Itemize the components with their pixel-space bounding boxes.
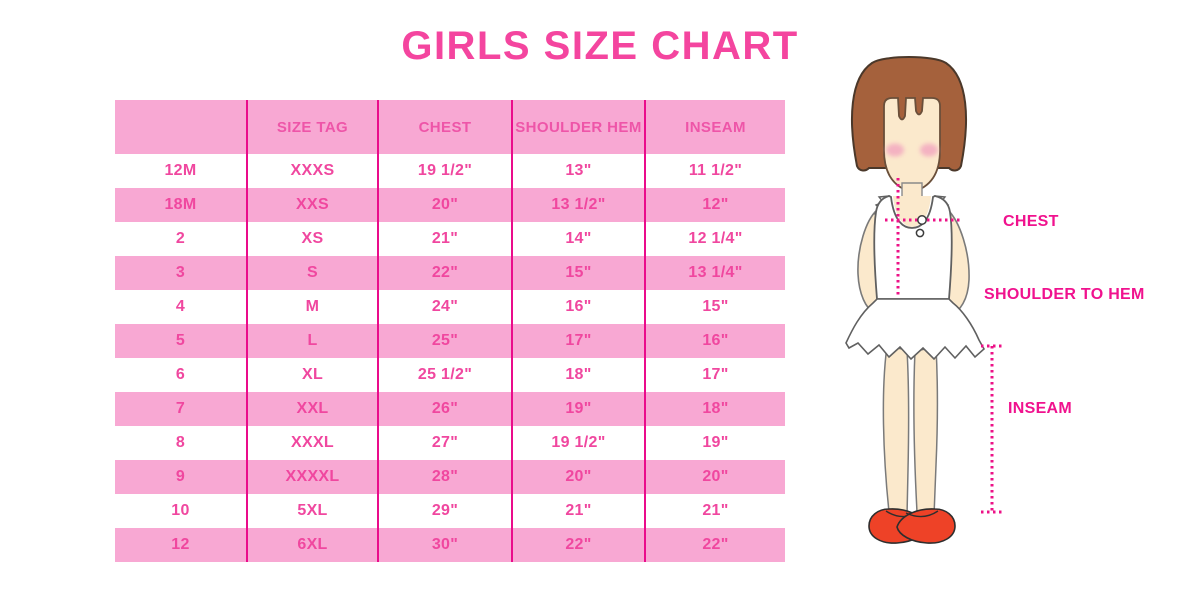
table-cell: 6XL: [246, 528, 378, 562]
girl-measurement-figure: CHEST SHOULDER TO HEM INSEAM: [845, 56, 1145, 544]
table-cell: 17": [511, 324, 645, 358]
girl-top-button-2: [915, 228, 925, 238]
table-cell: S: [246, 256, 378, 290]
girl-right-shoe: [896, 508, 956, 544]
table-cell: 25 1/2": [377, 358, 512, 392]
table-cell: 28": [377, 460, 512, 494]
table-cell: 19": [511, 392, 645, 426]
table-cell: XXXS: [246, 154, 378, 188]
table-row: 6 XL 25 1/2" 18" 17": [115, 358, 785, 392]
table-cell: 26": [377, 392, 512, 426]
table-row: 8 XXXL 27" 19 1/2" 19": [115, 426, 785, 460]
table-row: 18M XXS 20" 13 1/2" 12": [115, 188, 785, 222]
table-cell: 10: [171, 502, 190, 519]
table-row: 4 M 24" 16" 15": [115, 290, 785, 324]
table-cell: 18M: [164, 196, 197, 213]
page-title: GIRLS SIZE CHART: [401, 24, 799, 68]
shoulder-to-hem-label: SHOULDER TO HEM: [984, 286, 1145, 303]
table-cell: 22": [644, 528, 785, 562]
table-cell: XXXL: [246, 426, 378, 460]
table-cell: M: [246, 290, 378, 324]
table-cell: 30": [377, 528, 512, 562]
table-cell: 12": [644, 188, 785, 222]
table-cell: 14": [511, 222, 645, 256]
table-cell: 20": [511, 460, 645, 494]
table-cell: 22": [377, 256, 512, 290]
table-cell: 18": [511, 358, 645, 392]
table-cell: 25": [377, 324, 512, 358]
column-header-shoulder-hem: SHOULDER HEM: [511, 100, 645, 154]
table-cell: XL: [246, 358, 378, 392]
table-row: 10 5XL 29" 21" 21": [115, 494, 785, 528]
table-cell: 22": [511, 528, 645, 562]
table-cell: 5XL: [246, 494, 378, 528]
girl-blush-left: [886, 143, 904, 157]
table-row: 3 S 22" 15" 13 1/4": [115, 256, 785, 290]
table-cell: 13 1/4": [644, 256, 785, 290]
girl-blush-right: [920, 143, 938, 157]
table-row: 7 XXL 26" 19" 18": [115, 392, 785, 426]
table-cell: 19": [644, 426, 785, 460]
table-cell: L: [246, 324, 378, 358]
table-row: 12M XXXS 19 1/2" 13" 11 1/2": [115, 154, 785, 188]
table-header: SIZE TAG CHEST SHOULDER HEM INSEAM: [115, 100, 785, 154]
table-cell: 20": [644, 460, 785, 494]
table-cell: 17": [644, 358, 785, 392]
table-cell: 6: [175, 366, 186, 383]
table-cell: XXL: [246, 392, 378, 426]
column-header-size: [115, 100, 247, 154]
inseam-label: INSEAM: [1008, 400, 1072, 417]
size-table-body: 12M XXXS 19 1/2" 13" 11 1/2" 18M XXS 20" 13 1/2"…: [115, 154, 785, 562]
table-row: 5 L 25" 17" 16": [115, 324, 785, 358]
table-cell: 16": [511, 290, 645, 324]
table-cell: 29": [377, 494, 512, 528]
table-row: 12 6XL 30" 22" 22": [115, 528, 785, 562]
table-header-row: SIZE TAG CHEST SHOULDER HEM INSEAM: [115, 100, 785, 154]
table-cell: 13": [511, 154, 645, 188]
table-cell: 15": [644, 290, 785, 324]
table-cell: 19 1/2": [511, 426, 645, 460]
table-cell: 19 1/2": [377, 154, 512, 188]
girl-right-leg: [913, 346, 939, 517]
table-row: 9 XXXXL 28" 20" 20": [115, 460, 785, 494]
table-row: 2 XS 21" 14" 12 1/4": [115, 222, 785, 256]
table-cell: 7: [175, 400, 186, 417]
girl-top-button-1: [917, 215, 927, 225]
girl-left-leg: [882, 345, 910, 517]
table-cell: 16": [644, 324, 785, 358]
table-cell: XXS: [246, 188, 378, 222]
column-header-inseam: INSEAM: [644, 100, 785, 154]
table-cell: 15": [511, 256, 645, 290]
table-cell: 12: [171, 536, 190, 553]
table-cell: 12M: [164, 162, 197, 179]
table-cell: 21": [377, 222, 512, 256]
table-cell: 11 1/2": [644, 154, 785, 188]
table-cell: 5: [175, 332, 186, 349]
table-cell: 20": [377, 188, 512, 222]
table-cell: 18": [644, 392, 785, 426]
table-cell: 21": [511, 494, 645, 528]
table-cell: 27": [377, 426, 512, 460]
girl-right-shoe-strap: [905, 510, 939, 518]
girl-skirt: [845, 298, 986, 361]
table-cell: 3: [175, 264, 186, 281]
table-cell: 12 1/4": [644, 222, 785, 256]
chest-label: CHEST: [1003, 213, 1059, 230]
column-header-chest: CHEST: [377, 100, 512, 154]
table-cell: 13 1/2": [511, 188, 645, 222]
column-header-size-tag: SIZE TAG: [246, 100, 378, 154]
table-cell: 24": [377, 290, 512, 324]
girl-top: [873, 195, 953, 300]
table-cell: 21": [644, 494, 785, 528]
table-cell: XS: [246, 222, 378, 256]
girls-size-table: SIZE TAG CHEST SHOULDER HEM INSEAM 12M XX…: [115, 100, 785, 562]
table-cell: 9: [175, 468, 186, 485]
table-cell: XXXXL: [246, 460, 378, 494]
table-cell: 4: [175, 298, 186, 315]
table-cell: 8: [175, 434, 186, 451]
table-cell: 2: [175, 230, 186, 247]
